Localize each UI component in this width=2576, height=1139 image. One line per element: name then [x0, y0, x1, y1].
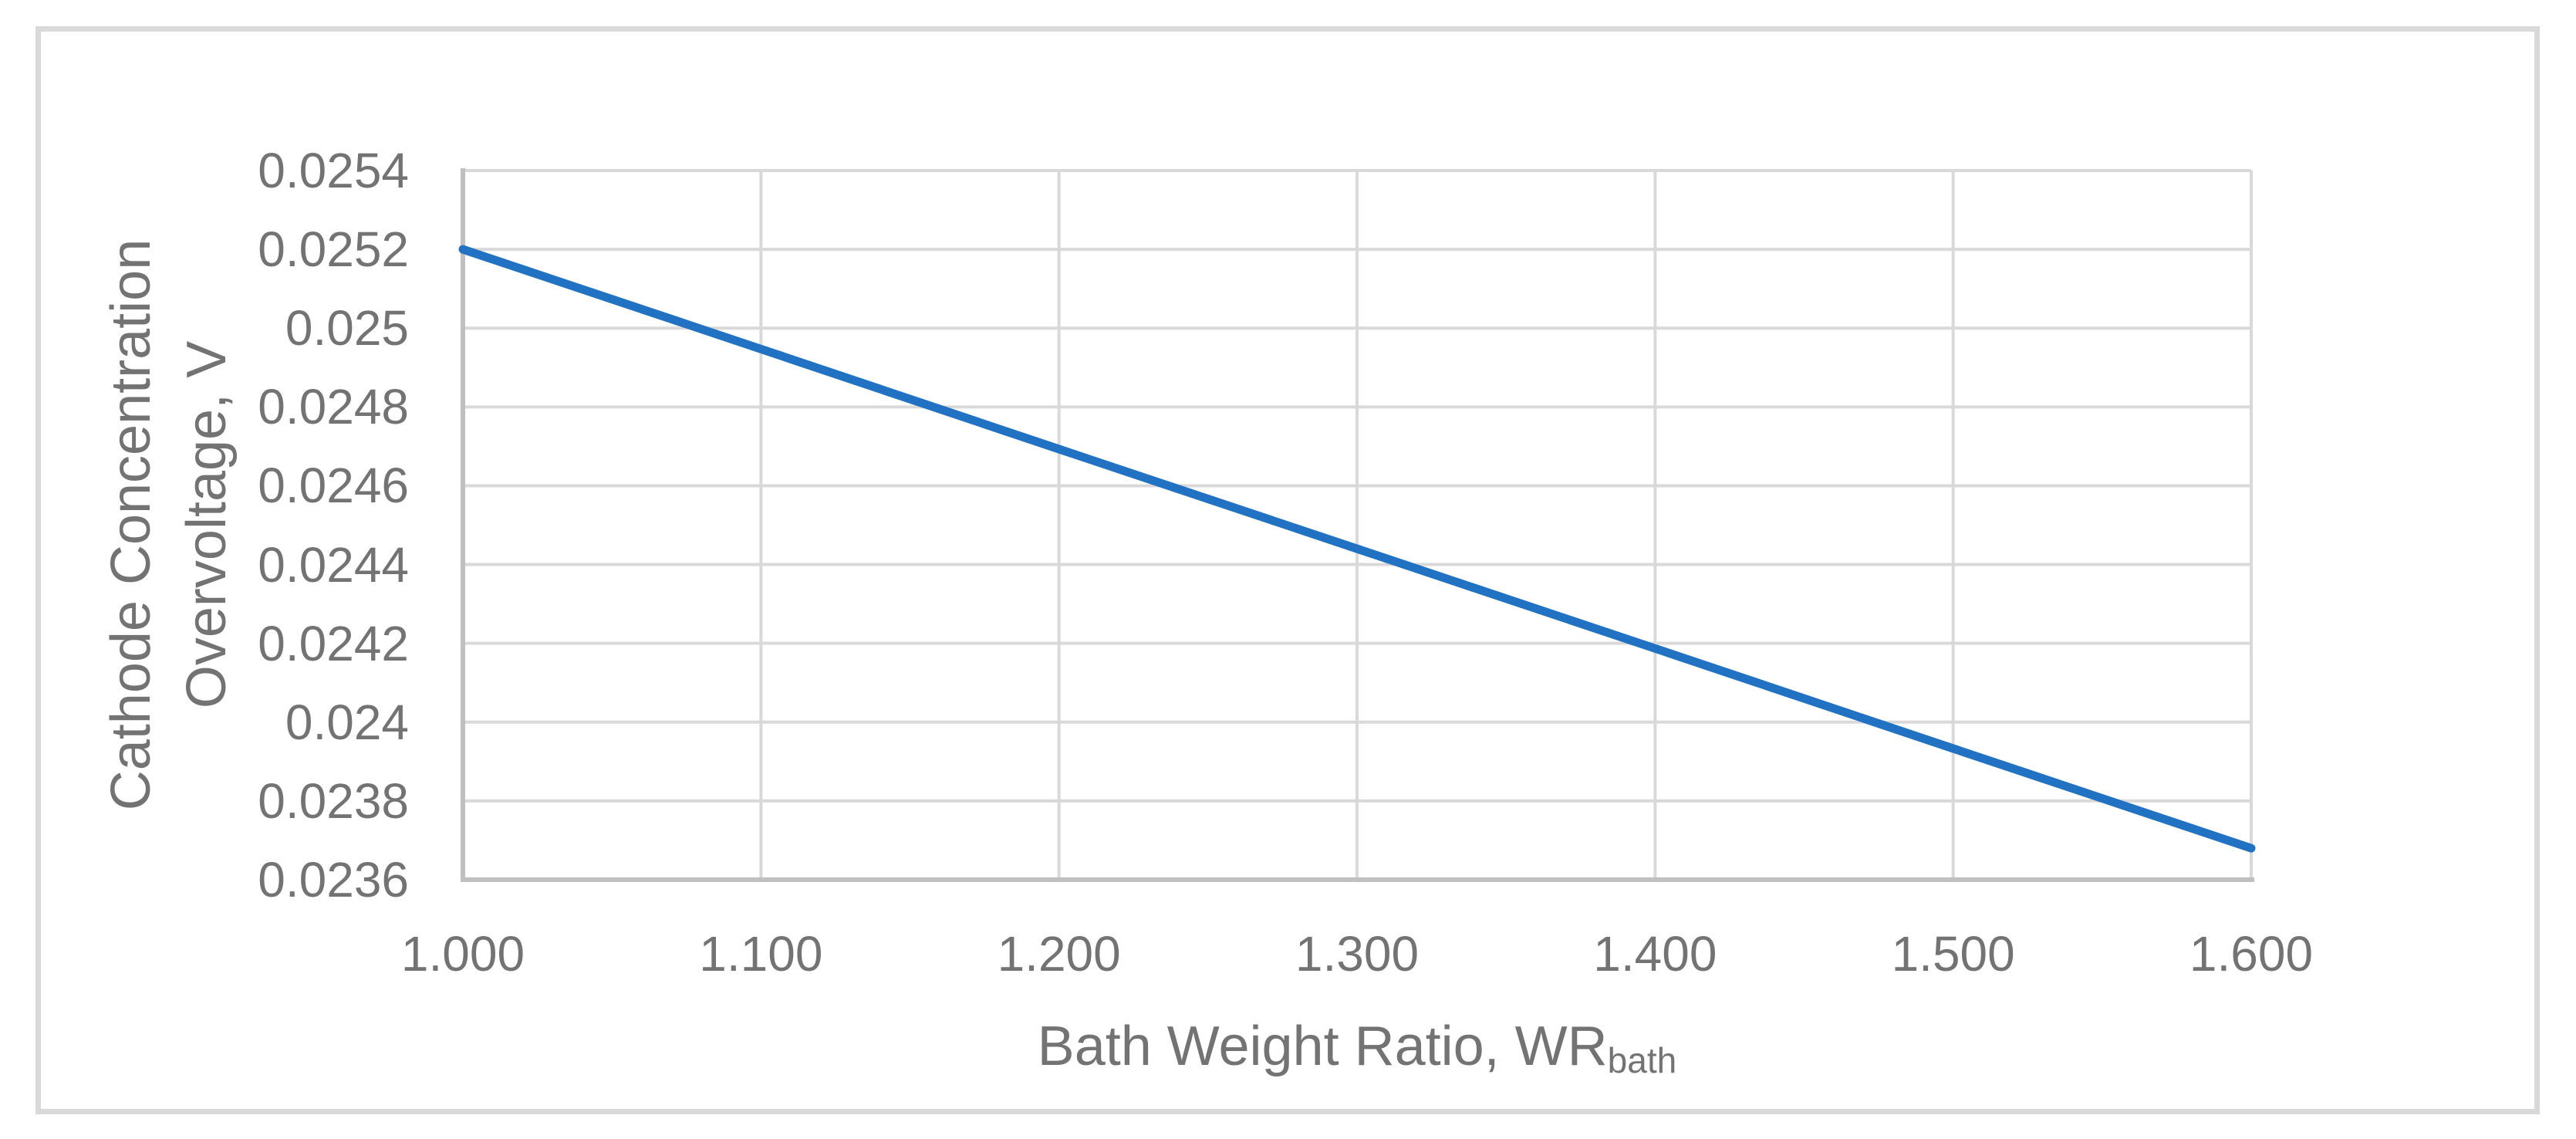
y-tick-label: 0.0254	[258, 143, 409, 198]
x-tick-label: 1.300	[1295, 926, 1420, 982]
y-axis-title-line1: Cathode Concentration	[100, 238, 162, 811]
y-tick-label: 0.024	[285, 694, 409, 750]
x-axis-title: Bath Weight Ratio, WRbath	[740, 1016, 1974, 1083]
x-tick-label: 1.400	[1593, 926, 1717, 982]
y-tick-label: 0.0252	[258, 221, 409, 278]
y-tick-label: 0.0242	[258, 615, 409, 671]
y-tick-label: 0.025	[285, 300, 409, 357]
y-axis-title: Cathode Concentration Overvoltage, V	[92, 139, 246, 911]
y-axis-title-line2: Overvoltage, V	[176, 340, 238, 709]
y-tick-label: 0.0244	[258, 536, 409, 593]
x-tick-label: 1.100	[699, 926, 823, 982]
y-tick-label: 0.0238	[258, 772, 409, 829]
x-tick-label: 1.000	[400, 926, 525, 982]
x-tick-label: 1.200	[997, 926, 1121, 982]
series-line	[458, 245, 2256, 853]
chart-border-frame	[35, 26, 2540, 1114]
x-axis-title-main: Bath Weight Ratio, WR	[1037, 1016, 1608, 1077]
x-axis-title-subscript: bath	[1607, 1040, 1677, 1081]
x-tick-label: 1.600	[2189, 926, 2314, 982]
y-tick-label: 0.0246	[258, 458, 409, 514]
y-tick-label: 0.0236	[258, 852, 409, 907]
x-tick-label: 1.500	[1891, 926, 2015, 982]
y-tick-label: 0.0248	[258, 379, 409, 435]
